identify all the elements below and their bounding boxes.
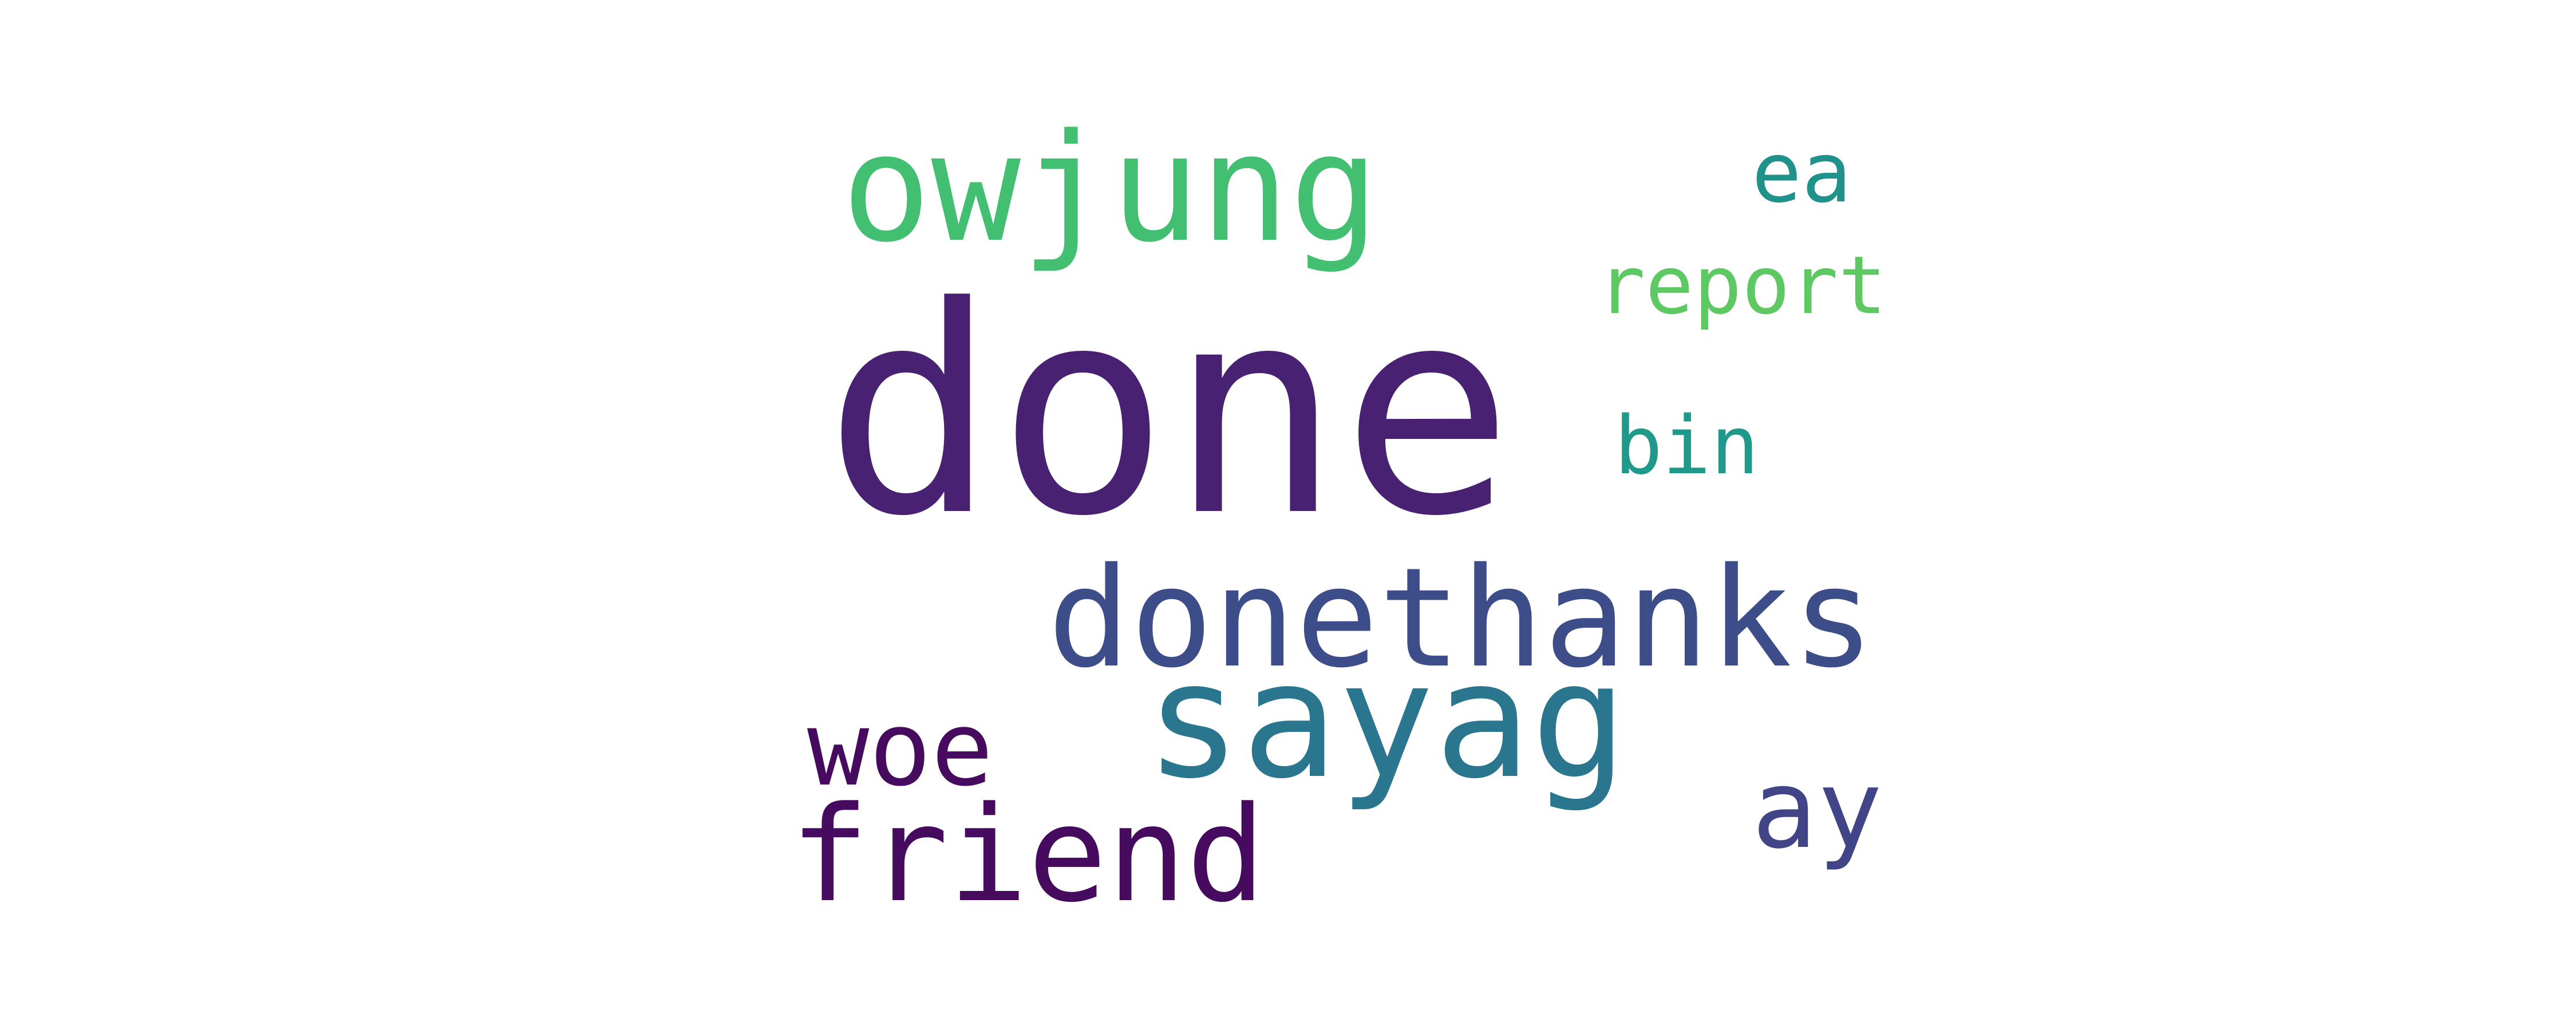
word-donethanks: donethanks — [1048, 538, 1875, 698]
word-sayag: sayag — [1145, 628, 1627, 814]
word-ea: ea — [1752, 125, 1852, 221]
word-friend: friend — [790, 779, 1266, 932]
word-done: done — [824, 245, 1514, 579]
word-report: report — [1597, 239, 1887, 332]
word-owjung: owjung — [841, 102, 1380, 275]
word-bin: bin — [1614, 399, 1759, 493]
word-woe: woe — [807, 690, 994, 809]
word-ay: ay — [1752, 746, 1883, 873]
